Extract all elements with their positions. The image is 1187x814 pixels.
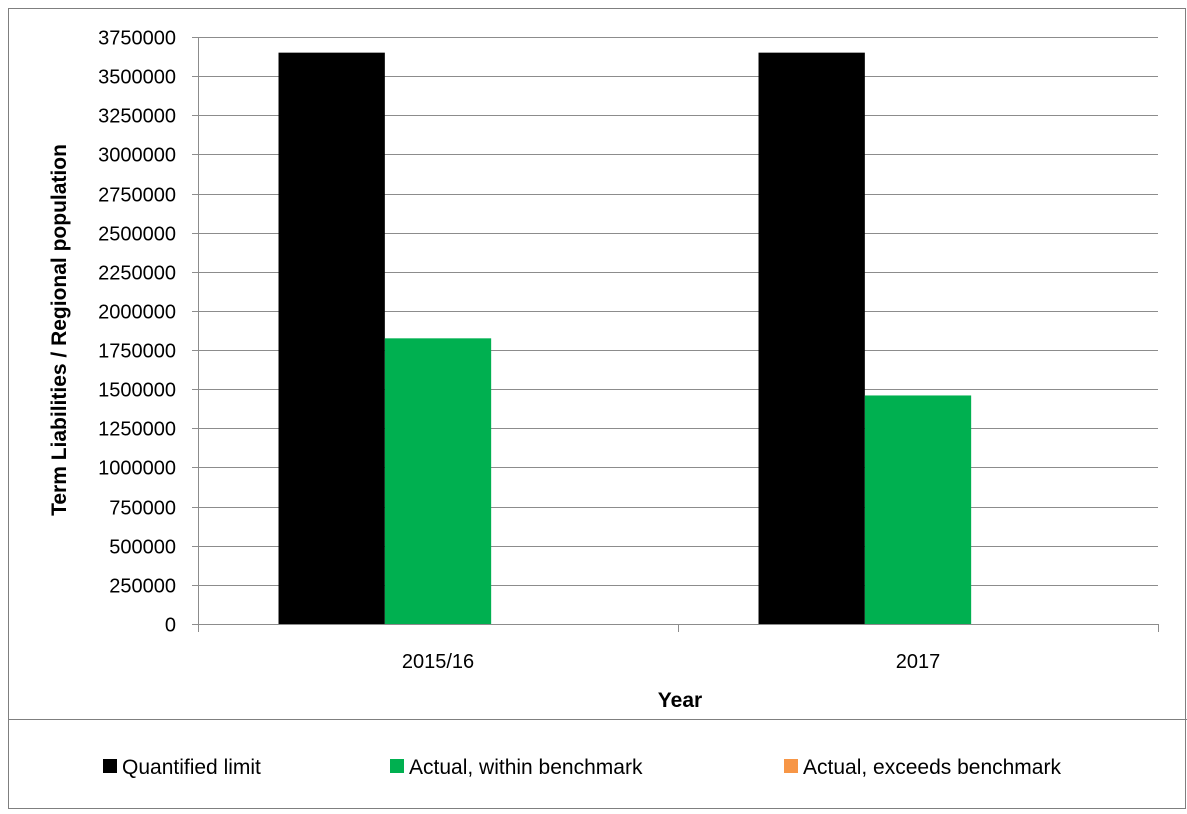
y-tick-label: 500000 bbox=[109, 537, 176, 559]
y-tick-label: 2750000 bbox=[98, 185, 176, 207]
bar bbox=[864, 395, 972, 624]
chart-border bbox=[8, 8, 1186, 809]
bar bbox=[278, 52, 385, 625]
x-tick-label: 2017 bbox=[896, 651, 941, 673]
bar bbox=[384, 338, 492, 624]
x-tick-labels: 2015/16 2017 bbox=[402, 651, 940, 673]
y-tick-label: 750000 bbox=[109, 498, 176, 520]
axes bbox=[198, 37, 1159, 632]
legend: Quantified limit Actual, within benchmark… bbox=[103, 756, 1061, 779]
y-tick-label: 2000000 bbox=[98, 302, 176, 324]
y-tick-label: 3250000 bbox=[98, 106, 176, 128]
legend-label: Quantified limit bbox=[122, 756, 261, 779]
y-tick-label: 2250000 bbox=[98, 263, 176, 285]
y-tick-label: 3750000 bbox=[98, 28, 176, 50]
y-tick-label: 1750000 bbox=[98, 341, 176, 363]
y-axis-title: Term Liabilities / Regional population bbox=[48, 144, 71, 516]
y-tick-label: 2500000 bbox=[98, 224, 176, 246]
legend-swatch bbox=[390, 759, 404, 773]
legend-label: Actual, exceeds benchmark bbox=[803, 756, 1061, 779]
legend-swatch bbox=[103, 759, 117, 773]
y-tick-label: 250000 bbox=[109, 576, 176, 598]
y-tick-label: 1500000 bbox=[98, 380, 176, 402]
bar bbox=[758, 52, 865, 625]
bars bbox=[278, 52, 972, 625]
y-tick-label: 0 bbox=[165, 615, 176, 637]
y-tick-label: 3500000 bbox=[98, 67, 176, 89]
y-tick-label: 3000000 bbox=[98, 145, 176, 167]
y-tick-labels: 0 250000 500000 750000 1000000 1250000 1500000… bbox=[98, 28, 198, 637]
y-tick-label: 1250000 bbox=[98, 419, 176, 441]
legend-label: Actual, within benchmark bbox=[409, 756, 643, 779]
y-tick-label: 1000000 bbox=[98, 458, 176, 480]
x-axis-title: Year bbox=[658, 689, 702, 712]
legend-swatch bbox=[784, 759, 798, 773]
x-tick-label: 2015/16 bbox=[402, 651, 474, 673]
